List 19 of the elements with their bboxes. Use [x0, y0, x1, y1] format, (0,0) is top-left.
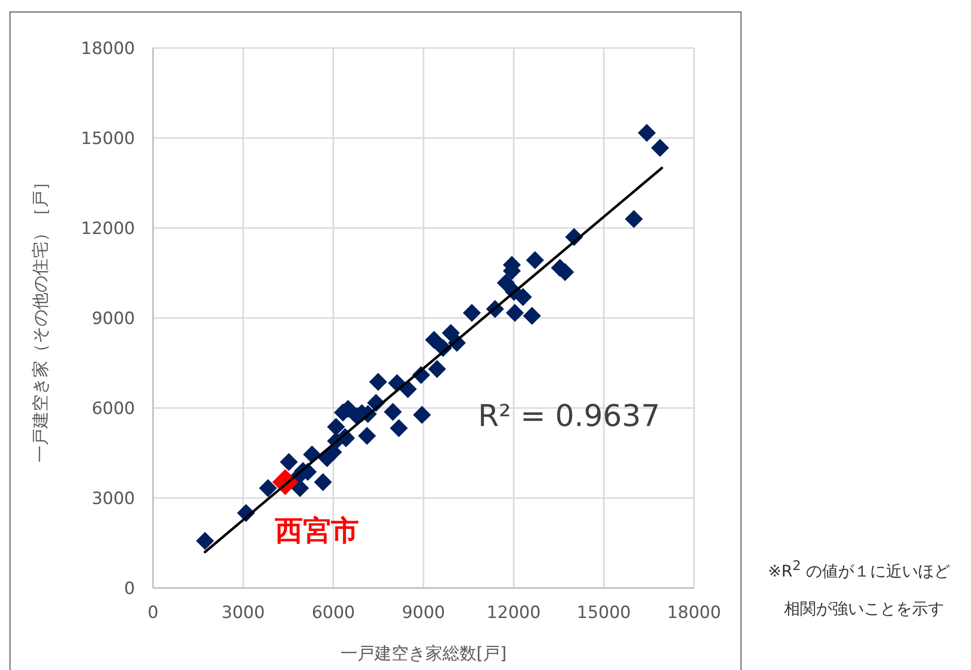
x-tick-label: 9000	[402, 603, 446, 623]
x-tick-label: 12000	[486, 603, 541, 623]
x-tick-label: 15000	[576, 603, 631, 623]
x-tick-label: 3000	[222, 603, 265, 623]
x-tick-label: 0	[148, 603, 158, 623]
x-axis-title: 一戸建空き家総数[戸]	[340, 644, 507, 664]
x-tick-label: 6000	[312, 603, 355, 623]
y-tick-label: 3000	[92, 489, 135, 509]
y-tick-label: 0	[124, 579, 135, 599]
x-tick-label: 18000	[666, 603, 722, 623]
y-axis-title: 一戸建空き家（その他の住宅）［戸］	[31, 174, 51, 462]
y-tick-label: 6000	[92, 399, 135, 419]
text: ※R$^{2}$ の値が１に近いほど相関が強いことを示す	[768, 558, 952, 620]
annotation: R² = 0.9637	[478, 399, 660, 434]
y-tick-label: 9000	[92, 309, 135, 329]
y-tick-label: 18000	[80, 39, 135, 59]
y-tick-label: 15000	[80, 129, 135, 149]
series-label: 西宮市	[274, 514, 360, 548]
y-tick-label: 12000	[80, 219, 135, 239]
